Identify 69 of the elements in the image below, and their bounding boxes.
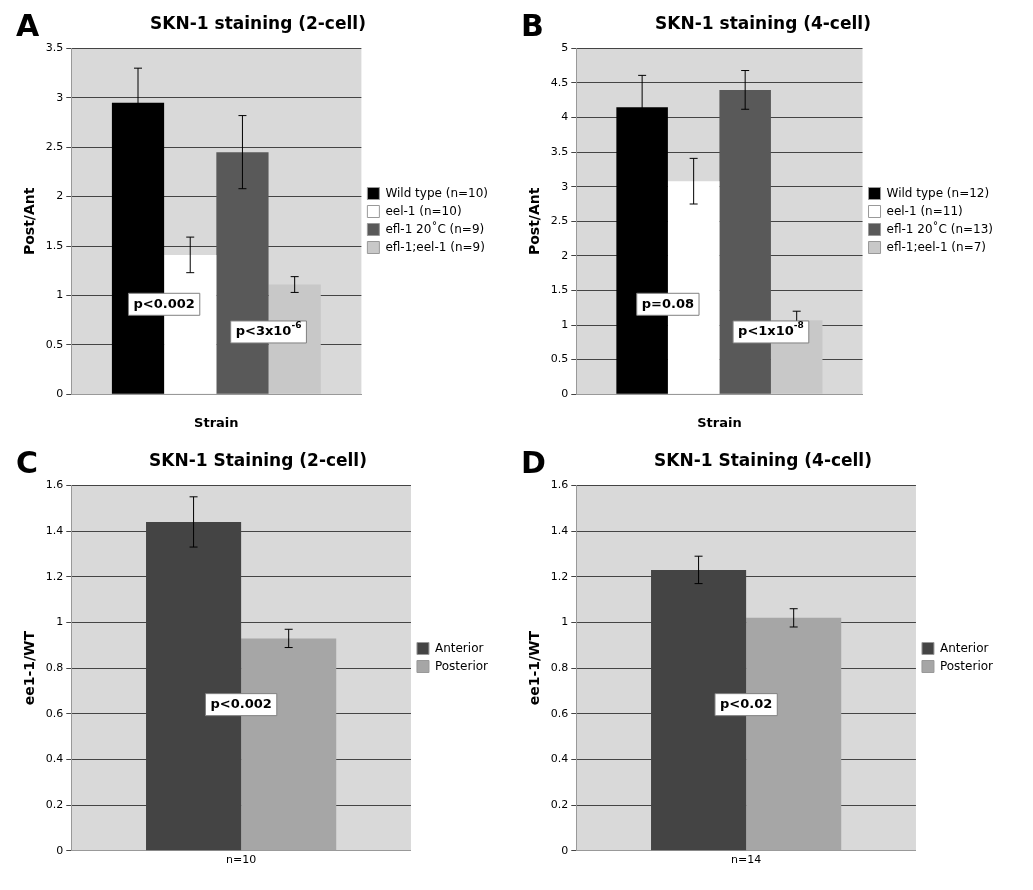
y-tick-label: 1: [561, 615, 569, 629]
text: B: [521, 8, 544, 43]
y-tick-label: 0.8: [45, 660, 64, 674]
y-tick-label: 0.5: [45, 337, 64, 351]
y-tick-label: 1: [561, 317, 569, 331]
y-tick-label: 0.6: [550, 706, 569, 720]
y-axis-title: Post/Ant: [21, 187, 38, 256]
y-tick-label: 0: [56, 387, 64, 401]
text: A: [16, 8, 40, 43]
x-tick-label: n=14: [731, 853, 762, 867]
y-tick-label: 0.4: [45, 752, 64, 766]
y-tick-label: 0.4: [550, 752, 569, 766]
legend-label: Posterior: [434, 658, 489, 673]
y-tick-label: 0: [561, 843, 569, 857]
x-axis-title: Strain: [194, 414, 239, 430]
y-tick-label: 2: [56, 189, 64, 203]
y-tick-label: 0.2: [550, 797, 569, 811]
y-tick-label: 1.6: [45, 478, 64, 492]
annotation: p<0.002: [133, 295, 195, 311]
annotation: p<0.02: [719, 696, 773, 712]
legend-label: Anterior: [434, 640, 484, 655]
y-tick-label: 2.5: [45, 140, 64, 154]
y-tick-label: 2.5: [550, 214, 569, 228]
y-tick-label: 5: [561, 41, 569, 55]
annotation: p<0.002: [210, 696, 272, 712]
legend-label: Anterior: [939, 640, 989, 655]
text: D: [521, 445, 546, 480]
y-tick-label: 0: [561, 387, 569, 401]
y-axis-title: Post/Ant: [526, 187, 543, 256]
x-tick-label: n=10: [226, 853, 257, 867]
y-tick-label: 4: [561, 110, 569, 124]
legend-label: efl-1 20˚C (n=9): [385, 220, 485, 236]
legend-label: Wild type (n=10): [385, 185, 489, 200]
legend-label: Posterior: [939, 658, 994, 673]
y-tick-label: 1.5: [550, 283, 569, 297]
y-tick-label: 3: [56, 90, 64, 104]
y-tick-label: 1.5: [45, 238, 64, 252]
y-tick-label: 1.4: [550, 523, 569, 537]
y-tick-label: 1: [56, 615, 64, 629]
chart-title: SKN-1 Staining (4-cell): [654, 449, 872, 470]
y-tick-label: 3: [561, 179, 569, 193]
y-axis-title: ee1-1/WT: [21, 630, 38, 706]
chart-title: SKN-1 staining (4-cell): [655, 12, 871, 33]
y-tick-label: 0.8: [550, 660, 569, 674]
legend-label: efl-1 20˚C (n=13): [886, 220, 994, 236]
legend-label: efl-1;eel-1 (n=9): [385, 239, 485, 254]
y-tick-label: 0.2: [45, 797, 64, 811]
y-tick-label: 1: [56, 288, 64, 302]
legend-label: efl-1;eel-1 (n=7): [886, 239, 987, 254]
chart-title: SKN-1 Staining (2-cell): [149, 449, 367, 470]
legend-label: Wild type (n=12): [886, 185, 990, 200]
y-axis-title: ee1-1/WT: [526, 630, 543, 706]
y-tick-label: 4.5: [550, 75, 569, 89]
y-tick-label: 1.4: [45, 523, 64, 537]
y-tick-label: 2: [561, 248, 569, 262]
text: C: [16, 445, 39, 480]
legend-label: eel-1 (n=10): [385, 203, 462, 218]
y-tick-label: 1.6: [550, 478, 569, 492]
annotation: p=0.08: [641, 295, 695, 311]
y-tick-label: 0: [56, 843, 64, 857]
y-tick-label: 3.5: [45, 41, 64, 55]
y-tick-label: 1.2: [550, 569, 569, 583]
y-tick-label: 3.5: [550, 145, 569, 158]
legend-label: eel-1 (n=11): [886, 203, 963, 218]
y-tick-label: 0.5: [550, 352, 569, 366]
y-tick-label: 1.2: [45, 569, 64, 583]
x-axis-title: Strain: [697, 414, 742, 430]
chart-title: SKN-1 staining (2-cell): [150, 12, 366, 33]
y-tick-label: 0.6: [45, 706, 64, 720]
